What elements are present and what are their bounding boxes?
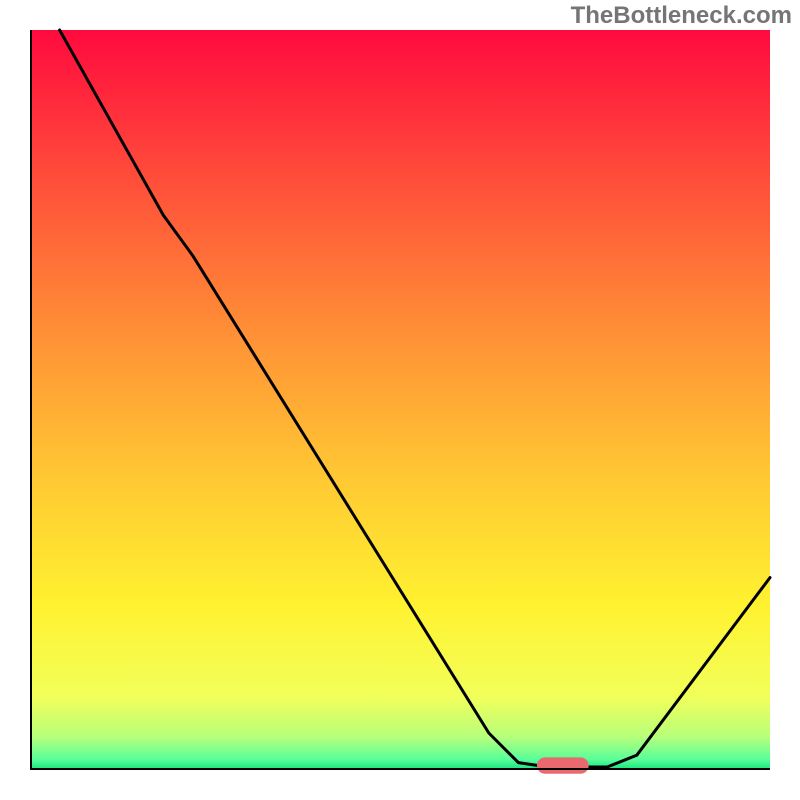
watermark-text: TheBottleneck.com: [571, 2, 792, 30]
optimal-marker-pill: [537, 757, 589, 773]
curve-layer: [0, 0, 800, 800]
chart-container: TheBottleneck.com: [0, 0, 800, 800]
bottleneck-curve: [60, 30, 770, 767]
